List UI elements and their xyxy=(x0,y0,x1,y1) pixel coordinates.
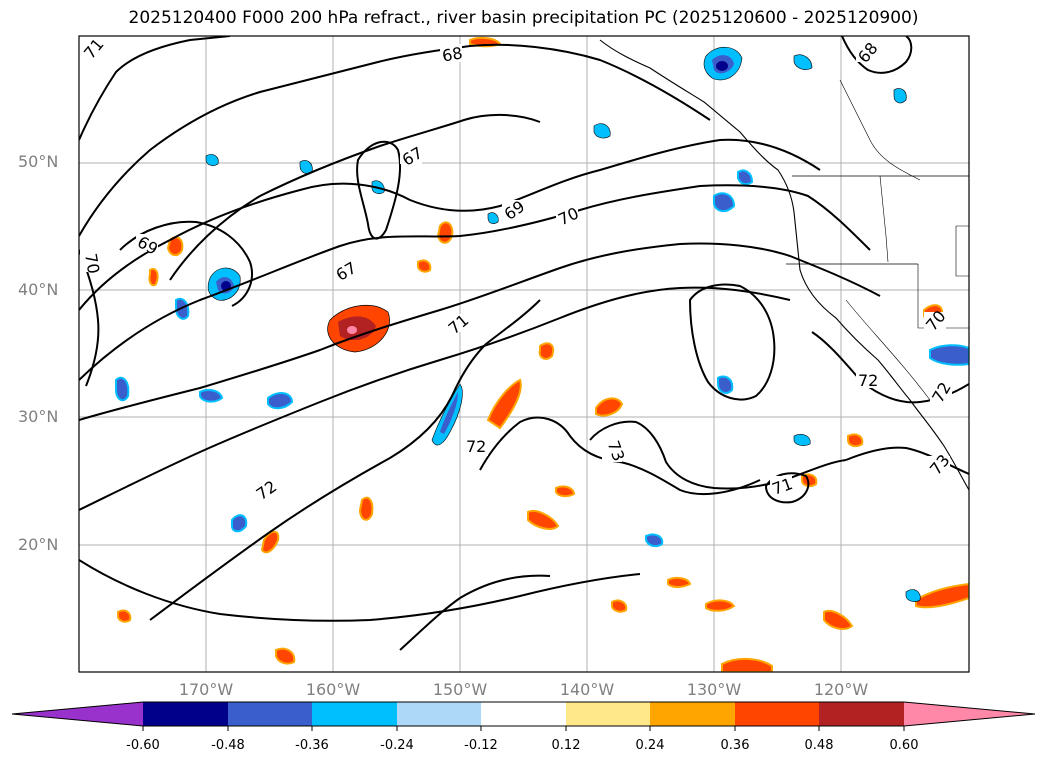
contour-line-71-south xyxy=(79,286,791,511)
contour-line-north-loop xyxy=(119,220,253,307)
colorbar-segment xyxy=(735,702,819,726)
colorbar-tick-label: 0.48 xyxy=(804,738,834,753)
colorbar-extend-min xyxy=(12,702,143,726)
precip-negative-blob xyxy=(645,533,664,548)
contour-line-73 xyxy=(589,420,847,490)
precip-positive-blob xyxy=(595,397,624,417)
colorbar-tick-label: -0.12 xyxy=(464,738,498,753)
precip-positive-blob xyxy=(823,610,854,630)
colorbar-segment xyxy=(228,702,312,726)
contour-line-68 xyxy=(79,43,711,237)
contour-line-72-loop xyxy=(688,283,776,401)
precip-positive-blob xyxy=(721,658,773,672)
colorbar-segment xyxy=(397,702,481,726)
lon-label-170w: 170°W xyxy=(178,680,234,699)
contour-line-south xyxy=(79,559,641,622)
colorbar-segment xyxy=(566,702,650,726)
precip-negative-blob xyxy=(793,54,813,70)
contour-line-south-b xyxy=(399,574,551,651)
precip-positive-blob xyxy=(358,496,374,521)
colorbar-extend-max xyxy=(904,702,1035,726)
colorbar-tick-label: 0.12 xyxy=(551,738,581,753)
lat-label-40n: 40°N xyxy=(18,280,59,299)
precip-negative-blob xyxy=(793,434,811,446)
colorbar-segment xyxy=(481,702,566,726)
precip-positive-blob xyxy=(915,582,969,609)
precip-negative-blob xyxy=(713,192,736,212)
contour-line-71 xyxy=(79,242,881,421)
precip-positive-blob xyxy=(486,378,522,430)
lon-label-120w: 120°W xyxy=(813,680,869,699)
precip-negative-blob xyxy=(487,212,499,224)
precip-negative-blob xyxy=(929,344,969,366)
contour-line-71-ring xyxy=(764,472,810,504)
contour-line-70 xyxy=(79,184,871,381)
contour-line-67-lobe xyxy=(356,140,402,240)
precip-negative-blob xyxy=(267,392,294,410)
colorbar-tick-label: -0.48 xyxy=(211,738,245,753)
lon-label-160w: 160°W xyxy=(305,680,361,699)
precip-positive-blob xyxy=(847,433,864,448)
colorbar-segment xyxy=(143,702,228,726)
colorbar xyxy=(11,701,1036,731)
precip-positive-blob xyxy=(801,473,818,488)
colorbar-tick-label: 0.36 xyxy=(720,738,750,753)
coastline xyxy=(599,39,969,491)
precip-positive-blob xyxy=(555,485,576,498)
precip-positive-blob xyxy=(436,221,454,244)
lon-label-130w: 130°W xyxy=(686,680,742,699)
precip-negative-blob xyxy=(205,154,219,166)
precip-positive-blob xyxy=(667,576,692,588)
precip-positive-blob xyxy=(275,647,296,665)
precip-negative-blob xyxy=(893,88,907,104)
colorbar-segment xyxy=(650,702,735,726)
colorbar-tick-label: -0.36 xyxy=(295,738,329,753)
precip-negative-blob xyxy=(593,123,611,139)
lon-label-140w: 140°W xyxy=(559,680,615,699)
contour-label: 70 xyxy=(81,252,103,275)
lon-label-150w: 150°W xyxy=(432,680,488,699)
colorbar-tick-label: -0.24 xyxy=(380,738,414,753)
precip-positive-blob xyxy=(611,599,628,613)
lat-label-30n: 30°N xyxy=(18,407,59,426)
colorbar-tick-label: 0.60 xyxy=(889,738,919,753)
precip-negative-blob xyxy=(703,46,743,81)
precip-negative-blob xyxy=(199,389,224,403)
contour-label: 72 xyxy=(466,437,486,456)
lat-label-20n: 20°N xyxy=(18,535,59,554)
precip-negative-blob xyxy=(737,169,754,186)
precip-positive-blob xyxy=(705,599,736,612)
precip-negative-blob xyxy=(905,589,921,602)
contour-line-72-b xyxy=(479,416,761,496)
precip-positive-blob xyxy=(538,342,554,360)
contour-line-71-north xyxy=(79,36,231,141)
precip-positive-blob xyxy=(117,609,132,623)
contour-label: 72 xyxy=(858,371,878,390)
precip-negative-blob xyxy=(115,376,130,402)
colorbar-tick-label: 0.24 xyxy=(635,738,665,753)
precip-positive-blob xyxy=(260,530,280,554)
precip-negative-blob xyxy=(231,514,248,533)
map-frame xyxy=(78,35,970,673)
precip-negative-blob xyxy=(717,375,734,394)
colorbar-segment xyxy=(819,702,904,726)
graticule xyxy=(79,36,969,672)
figure-title: 2025120400 F000 200 hPa refract., river … xyxy=(128,8,919,28)
contour-line-68-ne xyxy=(841,36,913,74)
contour-line-69 xyxy=(79,138,821,311)
precip-positive-blob xyxy=(527,510,560,530)
precip-positive-blob xyxy=(148,268,159,287)
map-background xyxy=(79,36,969,672)
precip-positive-blob xyxy=(417,259,432,273)
precip-shading xyxy=(115,36,969,672)
contour-line-east xyxy=(845,446,969,475)
colorbar-tick-label: -0.60 xyxy=(126,738,160,753)
colorbar-segment xyxy=(312,702,397,726)
contour-line-72 xyxy=(149,299,541,621)
lat-label-50n: 50°N xyxy=(18,152,59,171)
contour-label: 68 xyxy=(441,43,464,65)
